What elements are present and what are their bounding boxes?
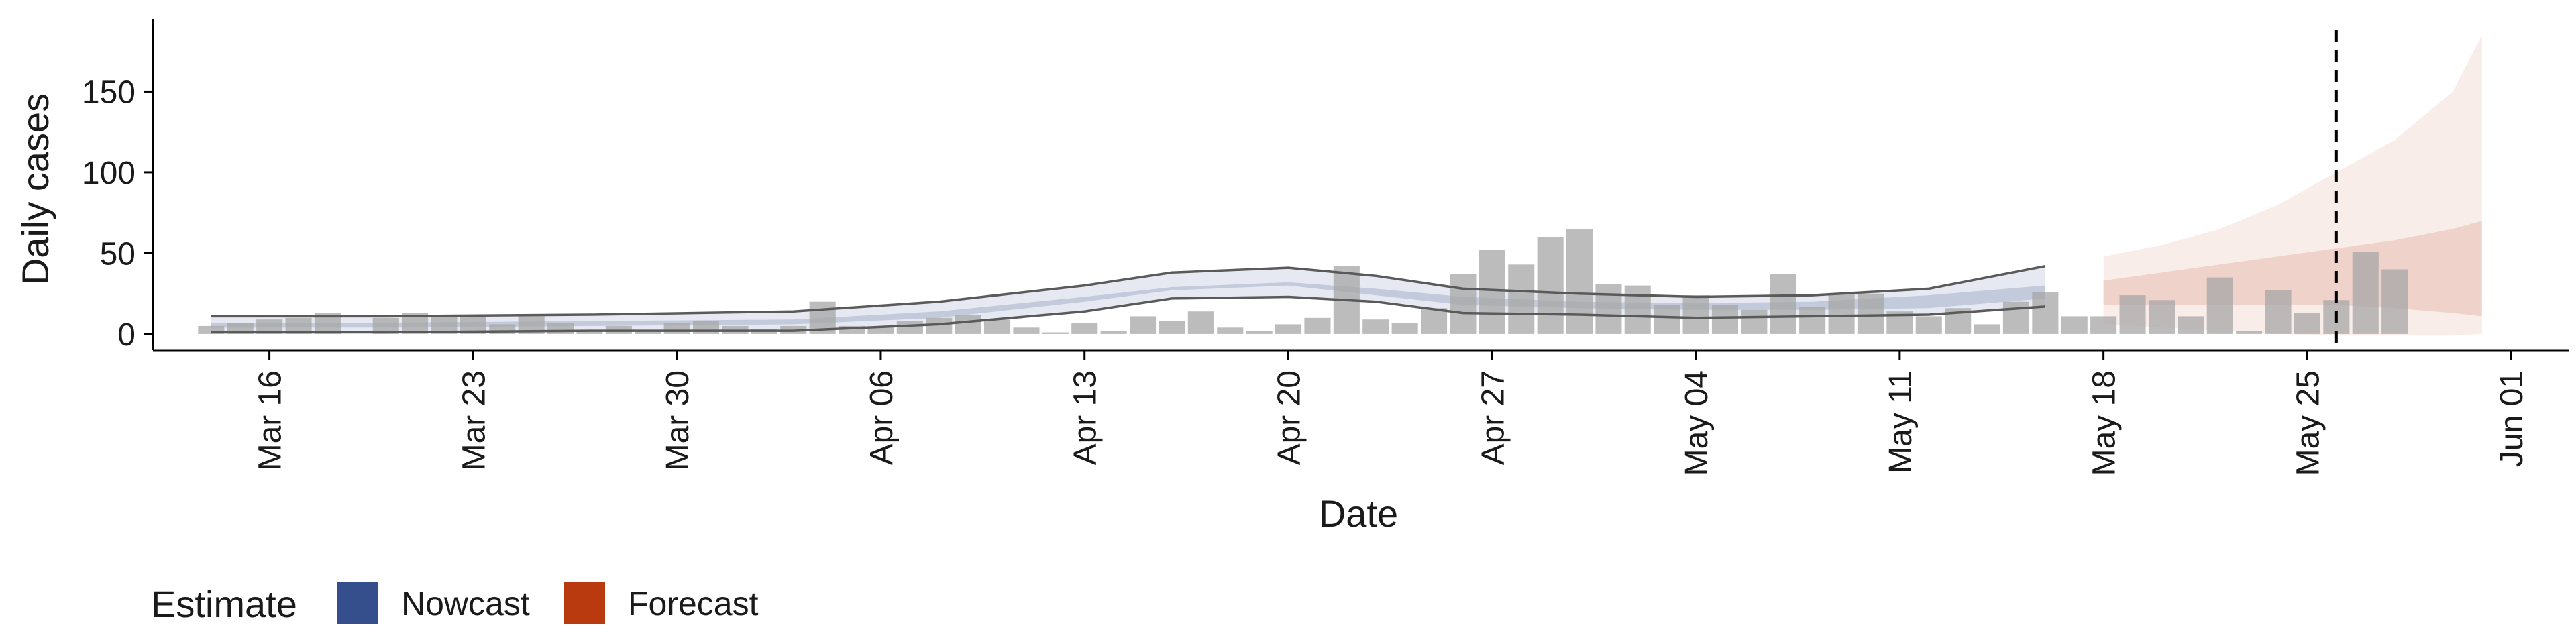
- x-tick-label: Mar 30: [660, 370, 696, 470]
- y-ticks: 0 50 100 150: [82, 74, 153, 353]
- observed-bar: [1275, 324, 1302, 334]
- y-tick-label: 50: [100, 236, 136, 272]
- x-tick-label: Apr 13: [1068, 370, 1104, 465]
- x-tick-label: May 25: [2290, 370, 2326, 476]
- y-axis-label: Daily cases: [14, 93, 56, 285]
- x-ticks: Mar 16 Mar 23 Mar 30 Apr 06 Apr 13 Apr 20 Apr …: [253, 350, 2530, 476]
- observed-bar: [1799, 306, 1826, 334]
- observed-bar: [1682, 295, 1709, 334]
- axes: 0 50 100 150 Mar 16 Mar 23 Mar 30 Apr 06 Apr 13…: [82, 19, 2569, 476]
- observed-bar: [1654, 305, 1680, 334]
- observed-bar: [1013, 327, 1040, 334]
- observed-bar: [1857, 293, 1884, 334]
- observed-bar: [1100, 331, 1127, 334]
- observed-bar: [1828, 293, 1855, 334]
- observed-bar: [547, 323, 574, 334]
- observed-bar: [2206, 277, 2233, 334]
- observed-bar: [2178, 316, 2204, 334]
- legend-title: Estimate: [151, 583, 297, 625]
- observed-bar: [2119, 295, 2146, 334]
- observed-bar: [1974, 324, 2000, 334]
- observed-bar: [635, 331, 661, 334]
- observed-bar: [1770, 274, 1796, 334]
- legend-key-forecast: [564, 582, 605, 624]
- observed-bar: [2061, 316, 2088, 334]
- x-tick-label: Mar 16: [253, 370, 288, 470]
- observed-bar: [896, 321, 923, 334]
- x-tick-label: Mar 23: [456, 370, 492, 470]
- legend-label-forecast: Forecast: [628, 585, 759, 623]
- observed-bar: [2090, 316, 2117, 334]
- legend: Estimate Nowcast Forecast: [151, 582, 759, 625]
- x-tick-label: Jun 01: [2494, 370, 2530, 467]
- observed-bar: [1042, 332, 1069, 334]
- observed-bar: [1537, 237, 1564, 334]
- x-tick-label: May 04: [1679, 370, 1715, 476]
- nowcast-upper-line: [211, 264, 2046, 318]
- observed-bar: [576, 331, 603, 334]
- x-tick-label: Apr 27: [1475, 370, 1511, 465]
- observed-bar: [1508, 264, 1535, 334]
- observed-bar: [2352, 252, 2379, 334]
- observed-bar: [1915, 316, 1942, 334]
- observed-bar: [663, 323, 690, 334]
- observed-bar: [1421, 308, 1448, 334]
- y-tick-label: 100: [82, 156, 136, 191]
- x-axis-label: Date: [1319, 492, 1398, 535]
- y-tick-label: 0: [117, 317, 136, 353]
- observed-bar: [1479, 250, 1505, 334]
- observed-bar: [1246, 331, 1273, 334]
- observed-bar: [1187, 311, 1214, 334]
- observed-bar: [256, 319, 283, 334]
- forecast-band-90: [2103, 35, 2482, 336]
- observed-bar: [1391, 323, 1418, 334]
- nowcast-ci-lines: [211, 264, 2046, 334]
- x-tick-label: May 11: [1883, 370, 1919, 474]
- x-tick-label: May 18: [2087, 370, 2123, 476]
- observed-bar: [1566, 229, 1593, 334]
- observed-bar: [1071, 323, 1098, 334]
- observed-bar: [867, 327, 894, 334]
- nowcast-band-90: [211, 266, 2045, 333]
- observed-bar: [2148, 300, 2175, 334]
- legend-label-nowcast: Nowcast: [401, 585, 530, 623]
- observed-bar: [1624, 285, 1651, 334]
- observed-bar: [1130, 316, 1157, 334]
- observed-bar: [1362, 319, 1389, 334]
- x-tick-label: Apr 20: [1272, 370, 1307, 465]
- observed-bar: [926, 317, 953, 334]
- observed-bar: [984, 319, 1011, 334]
- observed-bar: [1711, 305, 1738, 334]
- observed-bar: [693, 321, 720, 334]
- x-tick-label: Apr 06: [864, 370, 900, 465]
- observed-bar: [1159, 321, 1185, 334]
- observed-bar: [1304, 317, 1331, 334]
- y-tick-label: 150: [82, 74, 136, 110]
- observed-bar: [1595, 284, 1622, 334]
- observed-bar: [2294, 313, 2320, 334]
- observed-bar: [1450, 274, 1477, 334]
- observed-bar: [227, 323, 254, 334]
- observed-bar: [2032, 292, 2059, 334]
- observed-bar: [1741, 309, 1768, 334]
- observed-bar: [2236, 331, 2263, 334]
- forecast-bands: [2103, 35, 2482, 336]
- observed-bar: [955, 315, 981, 334]
- observed-bar: [2381, 269, 2408, 334]
- observed-bar: [2265, 290, 2292, 334]
- observed-bar: [2002, 301, 2029, 334]
- legend-key-nowcast: [337, 582, 378, 624]
- observed-bar: [1217, 327, 1244, 334]
- nowcast-lower-line: [211, 295, 2045, 334]
